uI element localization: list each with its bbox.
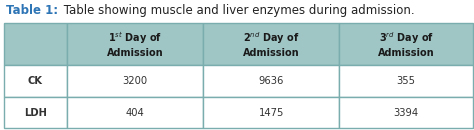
Text: 2$^{nd}$ Day of
Admission: 2$^{nd}$ Day of Admission [243,30,300,58]
Bar [67,65,203,97]
Bar [4,97,67,128]
Bar [203,23,339,65]
Text: 3$^{rd}$ Day of
Admission: 3$^{rd}$ Day of Admission [378,30,435,58]
Text: CK: CK [28,76,43,86]
Bar [4,23,67,65]
Bar [4,65,67,97]
Bar [339,23,473,65]
Text: 355: 355 [397,76,416,86]
Text: Table showing muscle and liver enzymes during admission.: Table showing muscle and liver enzymes d… [60,4,415,17]
Bar [67,97,203,128]
Bar [203,65,339,97]
Text: 9636: 9636 [259,76,284,86]
Text: 3394: 3394 [393,108,419,118]
Text: 3200: 3200 [123,76,148,86]
Text: 1475: 1475 [259,108,284,118]
Bar [339,97,473,128]
Text: 404: 404 [126,108,145,118]
Bar [339,65,473,97]
Text: LDH: LDH [24,108,47,118]
Bar [203,97,339,128]
Text: Table 1:: Table 1: [6,4,58,17]
Bar [67,23,203,65]
Text: 1$^{st}$ Day of
Admission: 1$^{st}$ Day of Admission [107,30,164,58]
